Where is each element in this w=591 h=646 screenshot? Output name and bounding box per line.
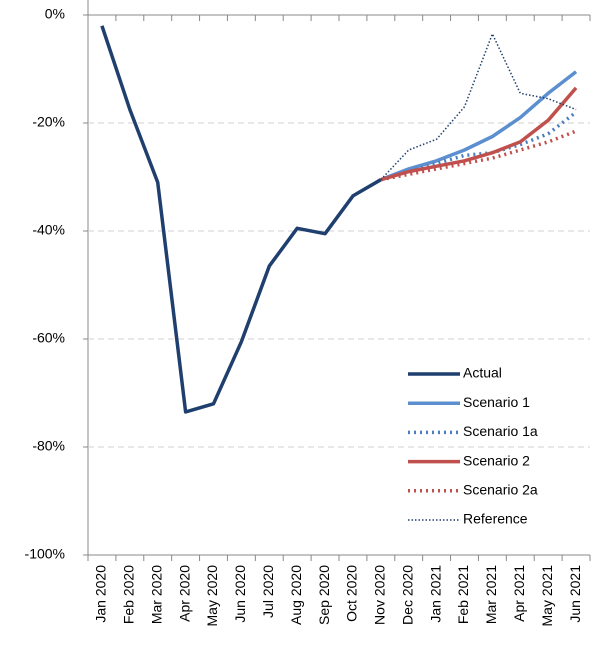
series-line [100, 25, 382, 414]
x-tick-label: Apr 2020 [176, 565, 192, 622]
y-tick-label: -60% [32, 330, 65, 346]
x-tick-label: Jan 2021 [427, 565, 443, 623]
x-tick-label: Sep 2020 [316, 565, 332, 625]
x-tick-label: Jul 2020 [260, 565, 276, 618]
y-tick-label: -40% [32, 222, 65, 238]
x-tick-label: Jun 2021 [567, 565, 583, 623]
series-line [380, 33, 577, 181]
y-tick-label: 0% [45, 6, 65, 22]
x-tick-label: Oct 2020 [344, 565, 360, 622]
x-tick-label: May 2020 [204, 565, 220, 627]
legend-label: Scenario 1 [463, 394, 530, 410]
series-line [380, 86, 578, 182]
x-tick-label: Apr 2021 [511, 565, 527, 622]
x-tick-label: Mar 2020 [148, 565, 164, 624]
legend-label: Scenario 2a [463, 482, 538, 498]
x-tick-label: May 2021 [539, 565, 555, 627]
series-line [380, 110, 578, 182]
legend-label: Actual [463, 365, 502, 381]
x-tick-label: Jan 2020 [93, 565, 109, 623]
x-tick-label: Aug 2020 [288, 565, 304, 625]
x-tick-label: Mar 2021 [483, 565, 499, 624]
legend-label: Scenario 1a [463, 423, 538, 439]
series-line [380, 70, 578, 182]
x-tick-label: Nov 2020 [372, 565, 388, 625]
x-tick-label: Feb 2020 [121, 565, 137, 624]
legend-label: Reference [463, 511, 528, 527]
x-tick-label: Dec 2020 [399, 565, 415, 625]
y-tick-label: -80% [32, 438, 65, 454]
y-tick-label: -100% [25, 546, 65, 562]
y-tick-label: -20% [32, 114, 65, 130]
x-tick-label: Feb 2021 [455, 565, 471, 624]
x-tick-label: Jun 2020 [232, 565, 248, 623]
legend-label: Scenario 2 [463, 452, 530, 468]
